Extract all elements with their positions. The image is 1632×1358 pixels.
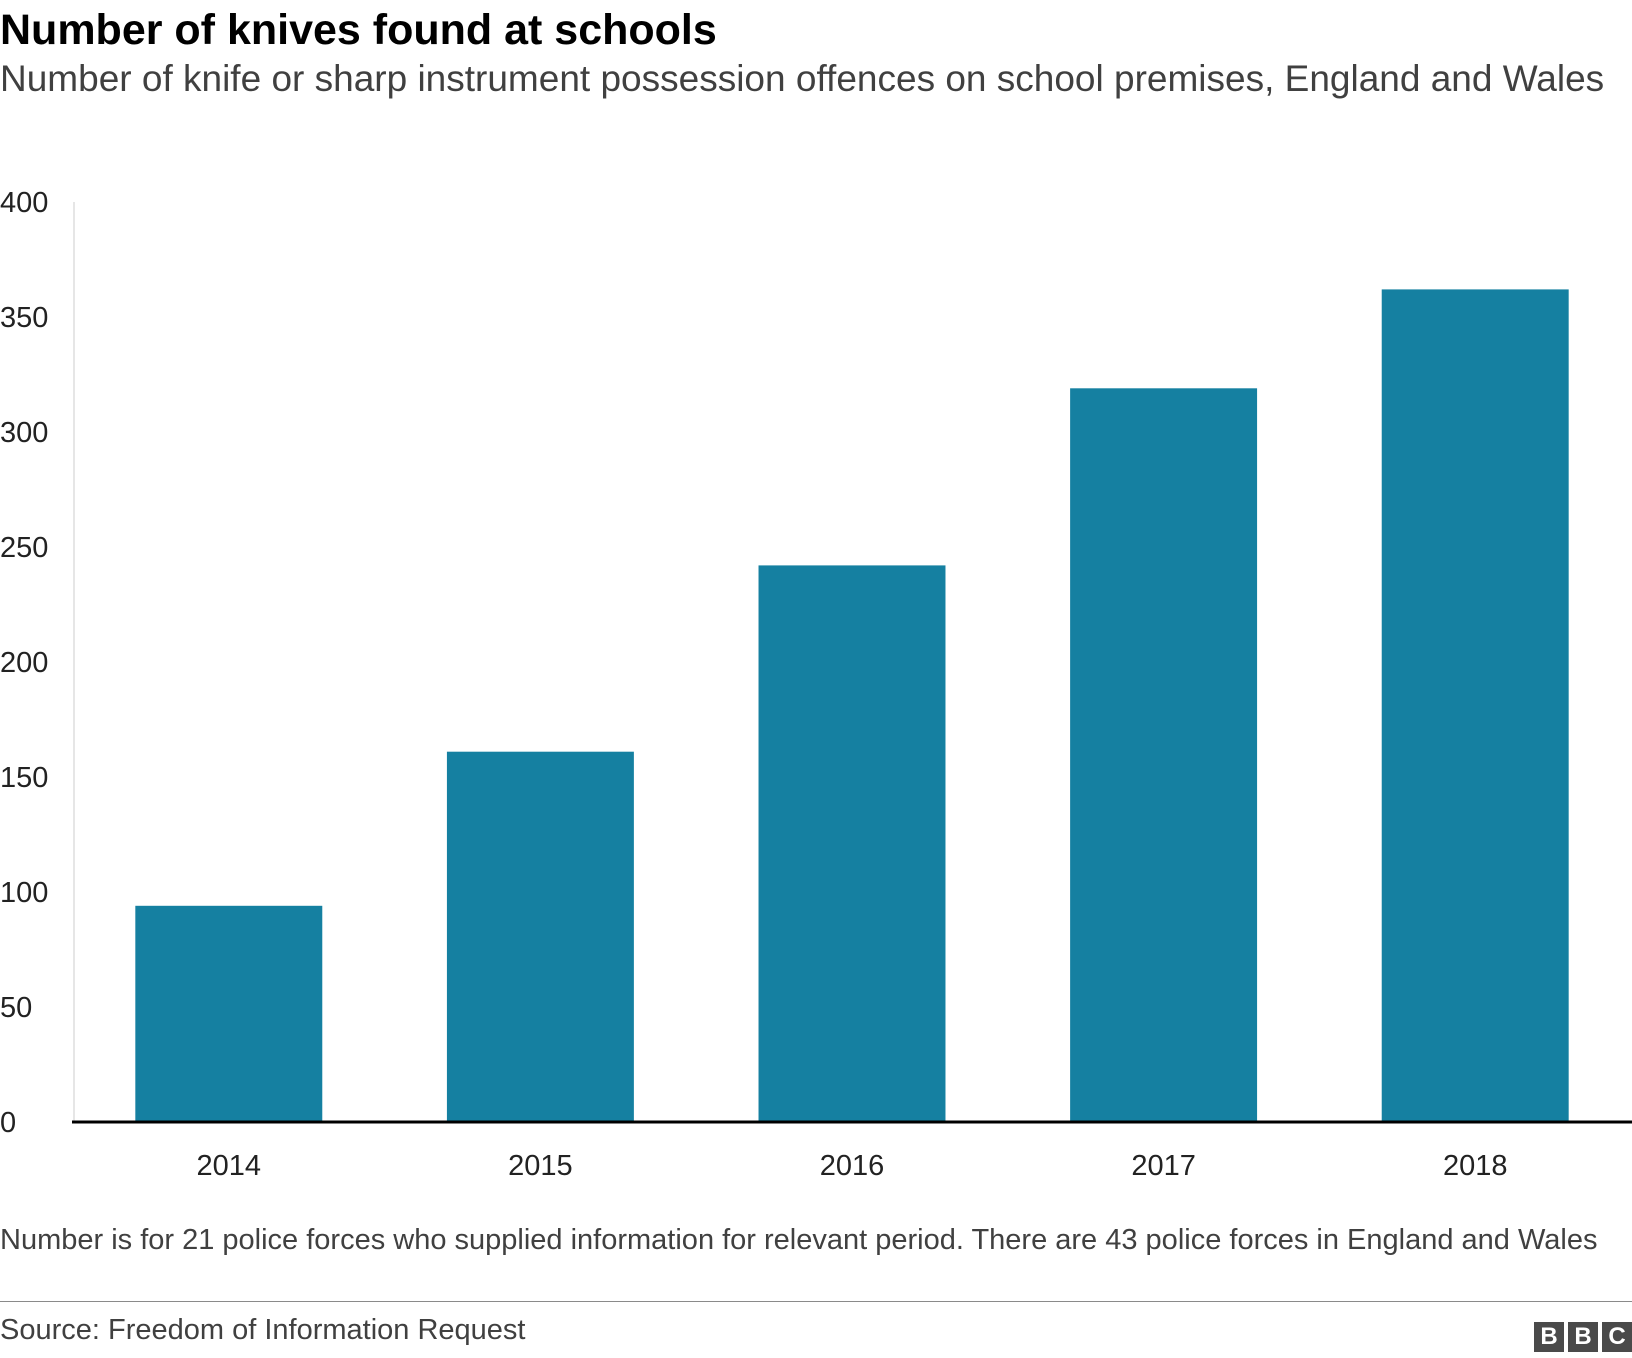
y-tick-label: 50 bbox=[0, 992, 32, 1024]
bbc-logo-letter-2: B bbox=[1568, 1322, 1598, 1352]
x-tick-label: 2014 bbox=[197, 1150, 262, 1182]
bbc-logo: B B C bbox=[1534, 1322, 1632, 1352]
y-tick-label: 300 bbox=[0, 417, 48, 449]
y-tick-label: 400 bbox=[0, 187, 48, 219]
y-tick-label: 250 bbox=[0, 532, 48, 564]
bar-2015 bbox=[446, 751, 634, 1122]
x-axis-ticks: 2014 2015 2016 2017 2018 bbox=[197, 1150, 1508, 1182]
y-tick-label: 150 bbox=[0, 762, 48, 794]
chart-subtitle: Number of knife or sharp instrument poss… bbox=[0, 58, 1605, 99]
bars-group bbox=[135, 289, 1569, 1122]
footer-divider bbox=[0, 1301, 1632, 1302]
bar-2017 bbox=[1070, 388, 1258, 1122]
chart-footnote: Number is for 21 police forces who suppl… bbox=[0, 1224, 1598, 1256]
x-tick-label: 2015 bbox=[508, 1150, 573, 1182]
y-tick-label: 0 bbox=[0, 1107, 16, 1139]
bar-2016 bbox=[758, 565, 946, 1122]
y-tick-label: 100 bbox=[0, 877, 48, 909]
x-tick-label: 2017 bbox=[1131, 1150, 1196, 1182]
bbc-logo-letter-1: B bbox=[1534, 1322, 1564, 1352]
y-axis-ticks: 0 50 100 150 200 250 300 350 400 bbox=[0, 187, 48, 1139]
bar-2014 bbox=[135, 905, 323, 1122]
chart-title: Number of knives found at schools bbox=[0, 6, 717, 54]
y-tick-label: 350 bbox=[0, 302, 48, 334]
bar-2018 bbox=[1381, 289, 1569, 1122]
source-note: Source: Freedom of Information Request bbox=[0, 1314, 526, 1346]
bbc-logo-letter-3: C bbox=[1602, 1322, 1632, 1352]
x-tick-label: 2016 bbox=[820, 1150, 885, 1182]
y-tick-label: 200 bbox=[0, 647, 48, 679]
x-tick-label: 2018 bbox=[1443, 1150, 1508, 1182]
